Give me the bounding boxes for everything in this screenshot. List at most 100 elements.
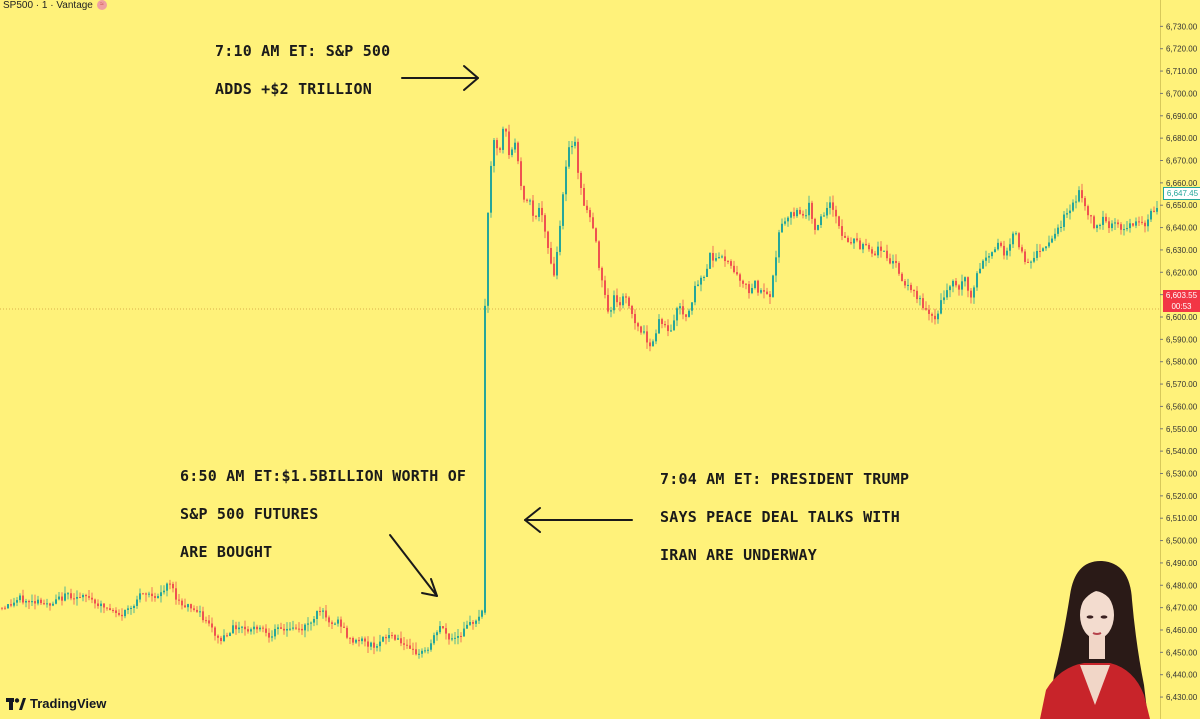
candle-body [631,305,633,314]
candle-body [364,638,366,642]
candle-body [28,600,30,603]
candle-body [976,273,978,288]
candle-body [133,605,135,608]
candle-body [865,243,867,245]
candle-body [847,237,849,243]
candle-body [79,597,81,599]
candle-body [991,252,993,257]
candle-body [1,607,3,609]
candle-body [124,609,126,617]
y-tick-label: 6,620.00 [1166,268,1198,277]
candle-body [766,291,768,295]
candle-body [1096,225,1098,229]
candle-body [787,217,789,222]
candle-body [778,232,780,258]
candle-body [904,281,906,286]
candle-body [1012,233,1014,245]
candle-body [709,253,711,269]
symbol-title[interactable]: SP500 · 1 · Vantage ≈ [3,0,107,11]
candle-body [274,628,276,637]
candle-body [355,639,357,643]
candle-body [958,285,960,290]
annotation-top-line-2: ADDS +$2 TRILLION [215,80,372,98]
y-tick-label: 6,450.00 [1166,648,1198,657]
candle-body [553,263,555,276]
candle-body [43,603,45,605]
candle-body [37,599,39,604]
candle-body [1087,206,1089,216]
candle-body [328,617,330,623]
candle-body [115,610,117,614]
candle-body [502,128,504,150]
candle-body [733,265,735,273]
annotation-right-line-3: IRAN ARE UNDERWAY [660,546,817,564]
candle-body [238,627,240,630]
candle-body [910,284,912,291]
candle-body [1045,246,1047,249]
y-tick-label: 6,540.00 [1166,447,1198,456]
candle-body [580,172,582,188]
candle-body [232,625,234,634]
candle-body [205,620,207,622]
annotation-top: 7:10 AM ET: S&P 500 ADDS +$2 TRILLION [215,32,390,108]
candle-body [664,323,666,326]
candle-body [880,246,882,251]
candle-body [868,244,870,250]
candle-body [61,596,63,601]
candle-body [1057,227,1059,234]
candle-body [679,306,681,309]
candle-body [949,286,951,291]
candle-body [607,294,609,312]
avatar [1040,560,1150,719]
y-tick-label: 6,720.00 [1166,45,1198,54]
candle-body [64,593,66,601]
tradingview-logo[interactable]: TradingView [6,696,106,711]
candle-body [475,620,477,624]
candle-body [331,622,333,624]
candle-body [835,209,837,217]
candle-body [88,596,90,598]
candle-body [451,638,453,640]
candle-body [250,629,252,632]
candle-body [829,202,831,208]
candle-body [295,627,297,629]
candle-body [544,215,546,232]
candle-body [10,604,12,606]
candle-body [523,185,525,200]
candle-body [559,225,561,252]
candle-body [643,331,645,333]
candle-body [1063,214,1065,227]
candle-body [373,642,375,648]
candle-body [370,642,372,647]
candle-body [937,313,939,320]
candle-body [415,649,417,655]
candle-body [271,636,273,638]
candle-body [676,308,678,321]
candle-body [448,633,450,640]
y-tick-label: 6,460.00 [1166,626,1198,635]
candle-body [1003,245,1005,256]
candle-body [562,194,564,226]
candle-body [184,605,186,608]
candle-body [457,636,459,638]
candle-body [775,257,777,276]
candle-body [931,313,933,316]
candle-body [103,603,105,608]
candle-body [397,638,399,640]
candle-body [1108,221,1110,229]
candle-body [757,280,759,293]
candle-body [445,628,447,634]
candle-body [121,614,123,617]
annotation-right-line-1: 7:04 AM ET: PRESIDENT TRUMP [660,470,910,488]
annotation-left: 6:50 AM ET:$1.5BILLION WORTH OF S&P 500 … [180,457,466,571]
candle-body [25,600,27,603]
candle-body [190,604,192,609]
candle-body [1117,222,1119,225]
candle-body [838,216,840,227]
annotation-left-line-3: ARE BOUGHT [180,543,273,561]
annotation-left-line-1: 6:50 AM ET:$1.5BILLION WORTH OF [180,467,467,485]
candle-body [883,250,885,252]
candle-body [997,242,999,250]
